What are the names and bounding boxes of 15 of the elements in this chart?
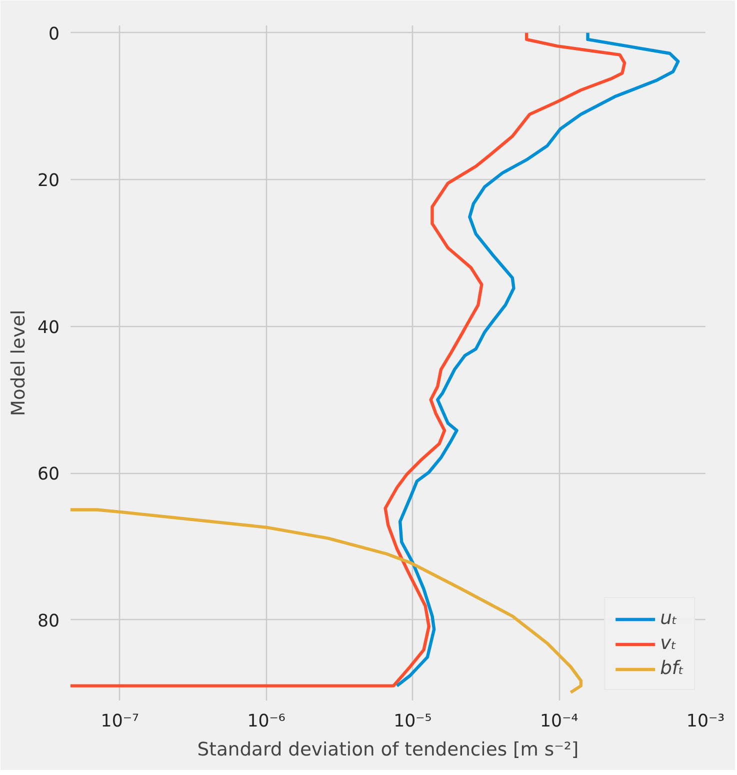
y-tick-label: 0 — [48, 24, 60, 44]
x-tick-label: 10⁻⁷ — [100, 712, 139, 732]
y-axis-title: Model level — [8, 310, 30, 416]
y-tick-label: 80 — [37, 611, 60, 632]
legend-label: vₜ — [660, 633, 678, 654]
x-tick-label: 10⁻⁵ — [394, 712, 432, 732]
y-tick-label: 60 — [37, 464, 60, 485]
x-tick-label: 10⁻⁴ — [540, 712, 578, 732]
y-tick-label: 20 — [37, 171, 60, 192]
x-tick-label: 10⁻⁶ — [247, 712, 286, 732]
y-tick-label: 40 — [37, 318, 60, 338]
legend-label: uₜ — [660, 608, 678, 629]
x-tick-label: 10⁻³ — [686, 712, 725, 732]
legend-label: bfₜ — [660, 658, 684, 679]
x-axis-title: Standard deviation of tendencies [m s⁻²] — [197, 740, 579, 760]
